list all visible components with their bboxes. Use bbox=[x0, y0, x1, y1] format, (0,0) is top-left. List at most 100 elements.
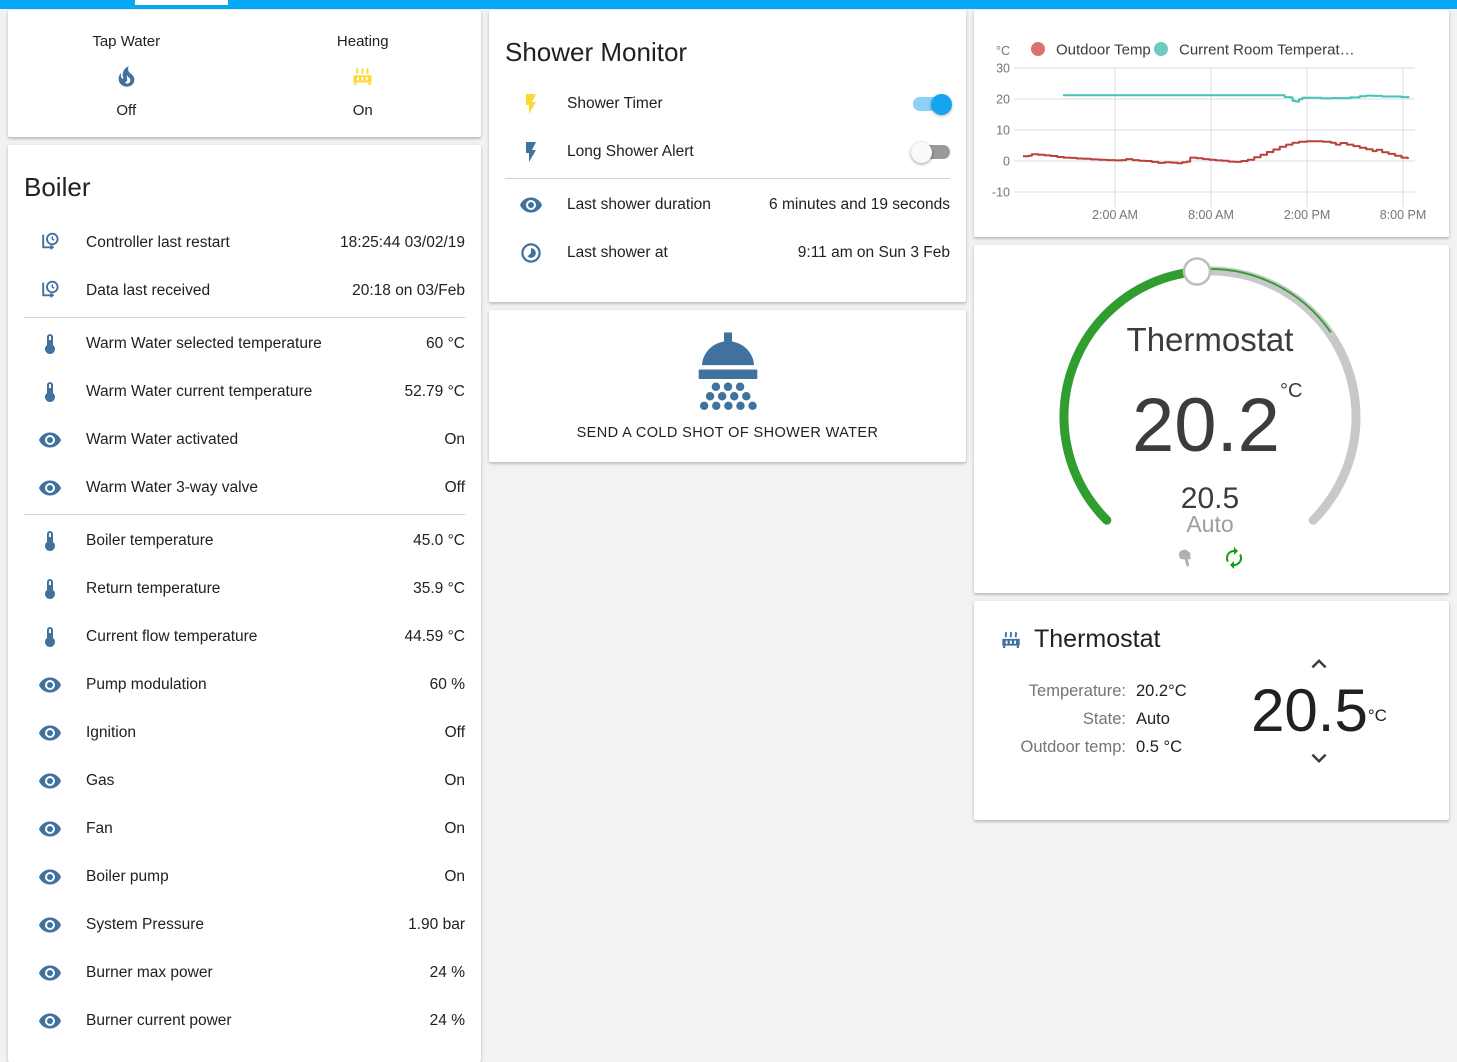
dial-mode: Auto bbox=[1186, 511, 1233, 537]
eye-icon bbox=[519, 193, 543, 217]
row-label: Warm Water current temperature bbox=[86, 383, 313, 400]
attr-key: Outdoor temp: bbox=[1020, 738, 1126, 756]
row-value: 35.9 °C bbox=[413, 580, 465, 597]
eye-icon bbox=[38, 476, 62, 500]
divider bbox=[24, 514, 465, 515]
row-value: 20:18 on 03/Feb bbox=[352, 282, 465, 299]
boiler-row[interactable]: Controller last restart 18:25:44 03/02/19 bbox=[8, 219, 481, 267]
auto-renew-button[interactable] bbox=[1226, 547, 1242, 569]
thermometer-icon bbox=[38, 380, 62, 404]
fire-icon bbox=[113, 63, 140, 90]
glance-state: On bbox=[352, 101, 373, 119]
info-row-last-shower-at[interactable]: Last shower at 9:11 am on Sun 3 Feb bbox=[489, 229, 966, 277]
eye-icon bbox=[38, 961, 62, 985]
eye-icon bbox=[38, 428, 62, 452]
row-value: Off bbox=[444, 479, 465, 496]
dial-current-arc bbox=[1196, 268, 1332, 333]
cold-shot-button[interactable]: SEND A COLD SHOT OF SHOWER WATER bbox=[489, 310, 966, 462]
svg-text:Outdoor Temp: Outdoor Temp bbox=[1056, 42, 1151, 59]
manual-mode-button[interactable] bbox=[1178, 548, 1194, 567]
dial-current-temp: 20.2 bbox=[1132, 383, 1280, 468]
toggle-label: Long Shower Alert bbox=[567, 143, 694, 160]
radiator-icon bbox=[998, 627, 1024, 653]
history-chart-svg: 30 20 10 0 -10 2:00 AM 8:00 AM 2:00 PM 8:00 PM °C… bbox=[992, 42, 1427, 223]
svg-text:2:00 PM: 2:00 PM bbox=[1284, 208, 1331, 222]
attr-key: Temperature: bbox=[1028, 682, 1126, 700]
svg-text:8:00 PM: 8:00 PM bbox=[1380, 208, 1427, 222]
boiler-row[interactable]: Boiler temperature 45.0 °C bbox=[8, 517, 481, 565]
boiler-row[interactable]: Pump modulation 60 % bbox=[8, 661, 481, 709]
row-label: Boiler pump bbox=[86, 868, 169, 885]
glance-card: Tap Water Off Heating On bbox=[8, 10, 481, 137]
boiler-row[interactable]: Current flow temperature 44.59 °C bbox=[8, 613, 481, 661]
thermometer-icon bbox=[38, 332, 62, 356]
row-value: 52.79 °C bbox=[404, 383, 466, 400]
clock-start-icon bbox=[38, 279, 62, 303]
eye-icon bbox=[38, 769, 62, 793]
row-label: Warm Water activated bbox=[86, 431, 239, 448]
boiler-row[interactable]: Boiler pump On bbox=[8, 853, 481, 901]
eye-icon bbox=[38, 817, 62, 841]
row-label: Current flow temperature bbox=[86, 628, 258, 645]
eye-icon bbox=[38, 865, 62, 889]
boiler-rows: Controller last restart 18:25:44 03/02/19… bbox=[8, 219, 481, 1045]
boiler-row[interactable]: Fan On bbox=[8, 805, 481, 853]
row-value: 60 % bbox=[429, 676, 465, 693]
long-shower-alert-toggle[interactable] bbox=[911, 141, 950, 163]
boiler-row[interactable]: Ignition Off bbox=[8, 709, 481, 757]
shower-timer-toggle[interactable] bbox=[913, 93, 952, 115]
svg-text:0: 0 bbox=[1003, 155, 1010, 169]
flash-icon bbox=[519, 92, 543, 116]
row-value: On bbox=[444, 431, 465, 448]
boiler-row[interactable]: Warm Water current temperature 52.79 °C bbox=[8, 368, 481, 416]
row-value: 24 % bbox=[429, 1012, 465, 1029]
attr-value: Auto bbox=[1136, 710, 1170, 728]
row-value: 24 % bbox=[429, 964, 465, 981]
row-label: Return temperature bbox=[86, 580, 221, 597]
glance-item-tap-water[interactable]: Tap Water Off bbox=[20, 33, 233, 119]
boiler-row[interactable]: Return temperature 35.9 °C bbox=[8, 565, 481, 613]
divider bbox=[505, 178, 950, 179]
eye-icon bbox=[38, 721, 62, 745]
glance-item-heating[interactable]: Heating On bbox=[256, 33, 469, 119]
row-value: 45.0 °C bbox=[413, 532, 465, 549]
glance-label: Heating bbox=[336, 32, 389, 50]
thermometer-icon bbox=[38, 577, 62, 601]
boiler-row[interactable]: Gas On bbox=[8, 757, 481, 805]
svg-text:2:00 AM: 2:00 AM bbox=[1092, 208, 1138, 222]
row-value: Off bbox=[444, 724, 465, 741]
row-label: Gas bbox=[86, 772, 115, 789]
boiler-row[interactable]: Burner current power 24 % bbox=[8, 997, 481, 1045]
boiler-row[interactable]: Burner max power 24 % bbox=[8, 949, 481, 997]
chevron-up-icon[interactable] bbox=[1299, 649, 1339, 679]
boiler-row[interactable]: Warm Water activated On bbox=[8, 416, 481, 464]
row-label: Ignition bbox=[86, 724, 136, 741]
info-row-last-shower-duration[interactable]: Last shower duration 6 minutes and 19 se… bbox=[489, 181, 966, 229]
row-value: On bbox=[444, 820, 465, 837]
row-label: System Pressure bbox=[86, 916, 205, 933]
dial-target-temp: 20.5 bbox=[1181, 482, 1239, 515]
svg-text:8:00 AM: 8:00 AM bbox=[1188, 208, 1234, 222]
eye-icon bbox=[38, 913, 62, 937]
dial-unit: °C bbox=[1280, 380, 1302, 402]
thermostat-info-card: Thermostat Temperature: 20.2°C State: Au… bbox=[974, 601, 1449, 820]
attr-value: 20.2°C bbox=[1136, 682, 1187, 700]
dial-active-arc[interactable] bbox=[1059, 267, 1202, 525]
boiler-row[interactable]: Warm Water 3-way valve Off bbox=[8, 464, 481, 512]
row-label: Warm Water 3-way valve bbox=[86, 479, 258, 496]
boiler-row[interactable]: Data last received 20:18 on 03/Feb bbox=[8, 267, 481, 315]
boiler-row[interactable]: System Pressure 1.90 bar bbox=[8, 901, 481, 949]
card-title: Thermostat bbox=[1034, 625, 1161, 653]
chevron-down-icon[interactable] bbox=[1299, 743, 1339, 773]
row-value: On bbox=[444, 868, 465, 885]
boiler-row[interactable]: Warm Water selected temperature 60 °C bbox=[8, 320, 481, 368]
svg-text:Current Room Temperat…: Current Room Temperat… bbox=[1179, 42, 1355, 59]
clock-start-icon bbox=[38, 231, 62, 255]
cold-shot-label: SEND A COLD SHOT OF SHOWER WATER bbox=[576, 425, 879, 441]
info-label: Last shower at bbox=[567, 244, 668, 261]
info-value: 6 minutes and 19 seconds bbox=[769, 196, 950, 213]
radiator-icon bbox=[349, 63, 376, 90]
dial-handle[interactable] bbox=[1182, 257, 1212, 286]
active-tab-indicator[interactable] bbox=[135, 0, 228, 5]
setpoint-unit: °C bbox=[1367, 706, 1387, 725]
